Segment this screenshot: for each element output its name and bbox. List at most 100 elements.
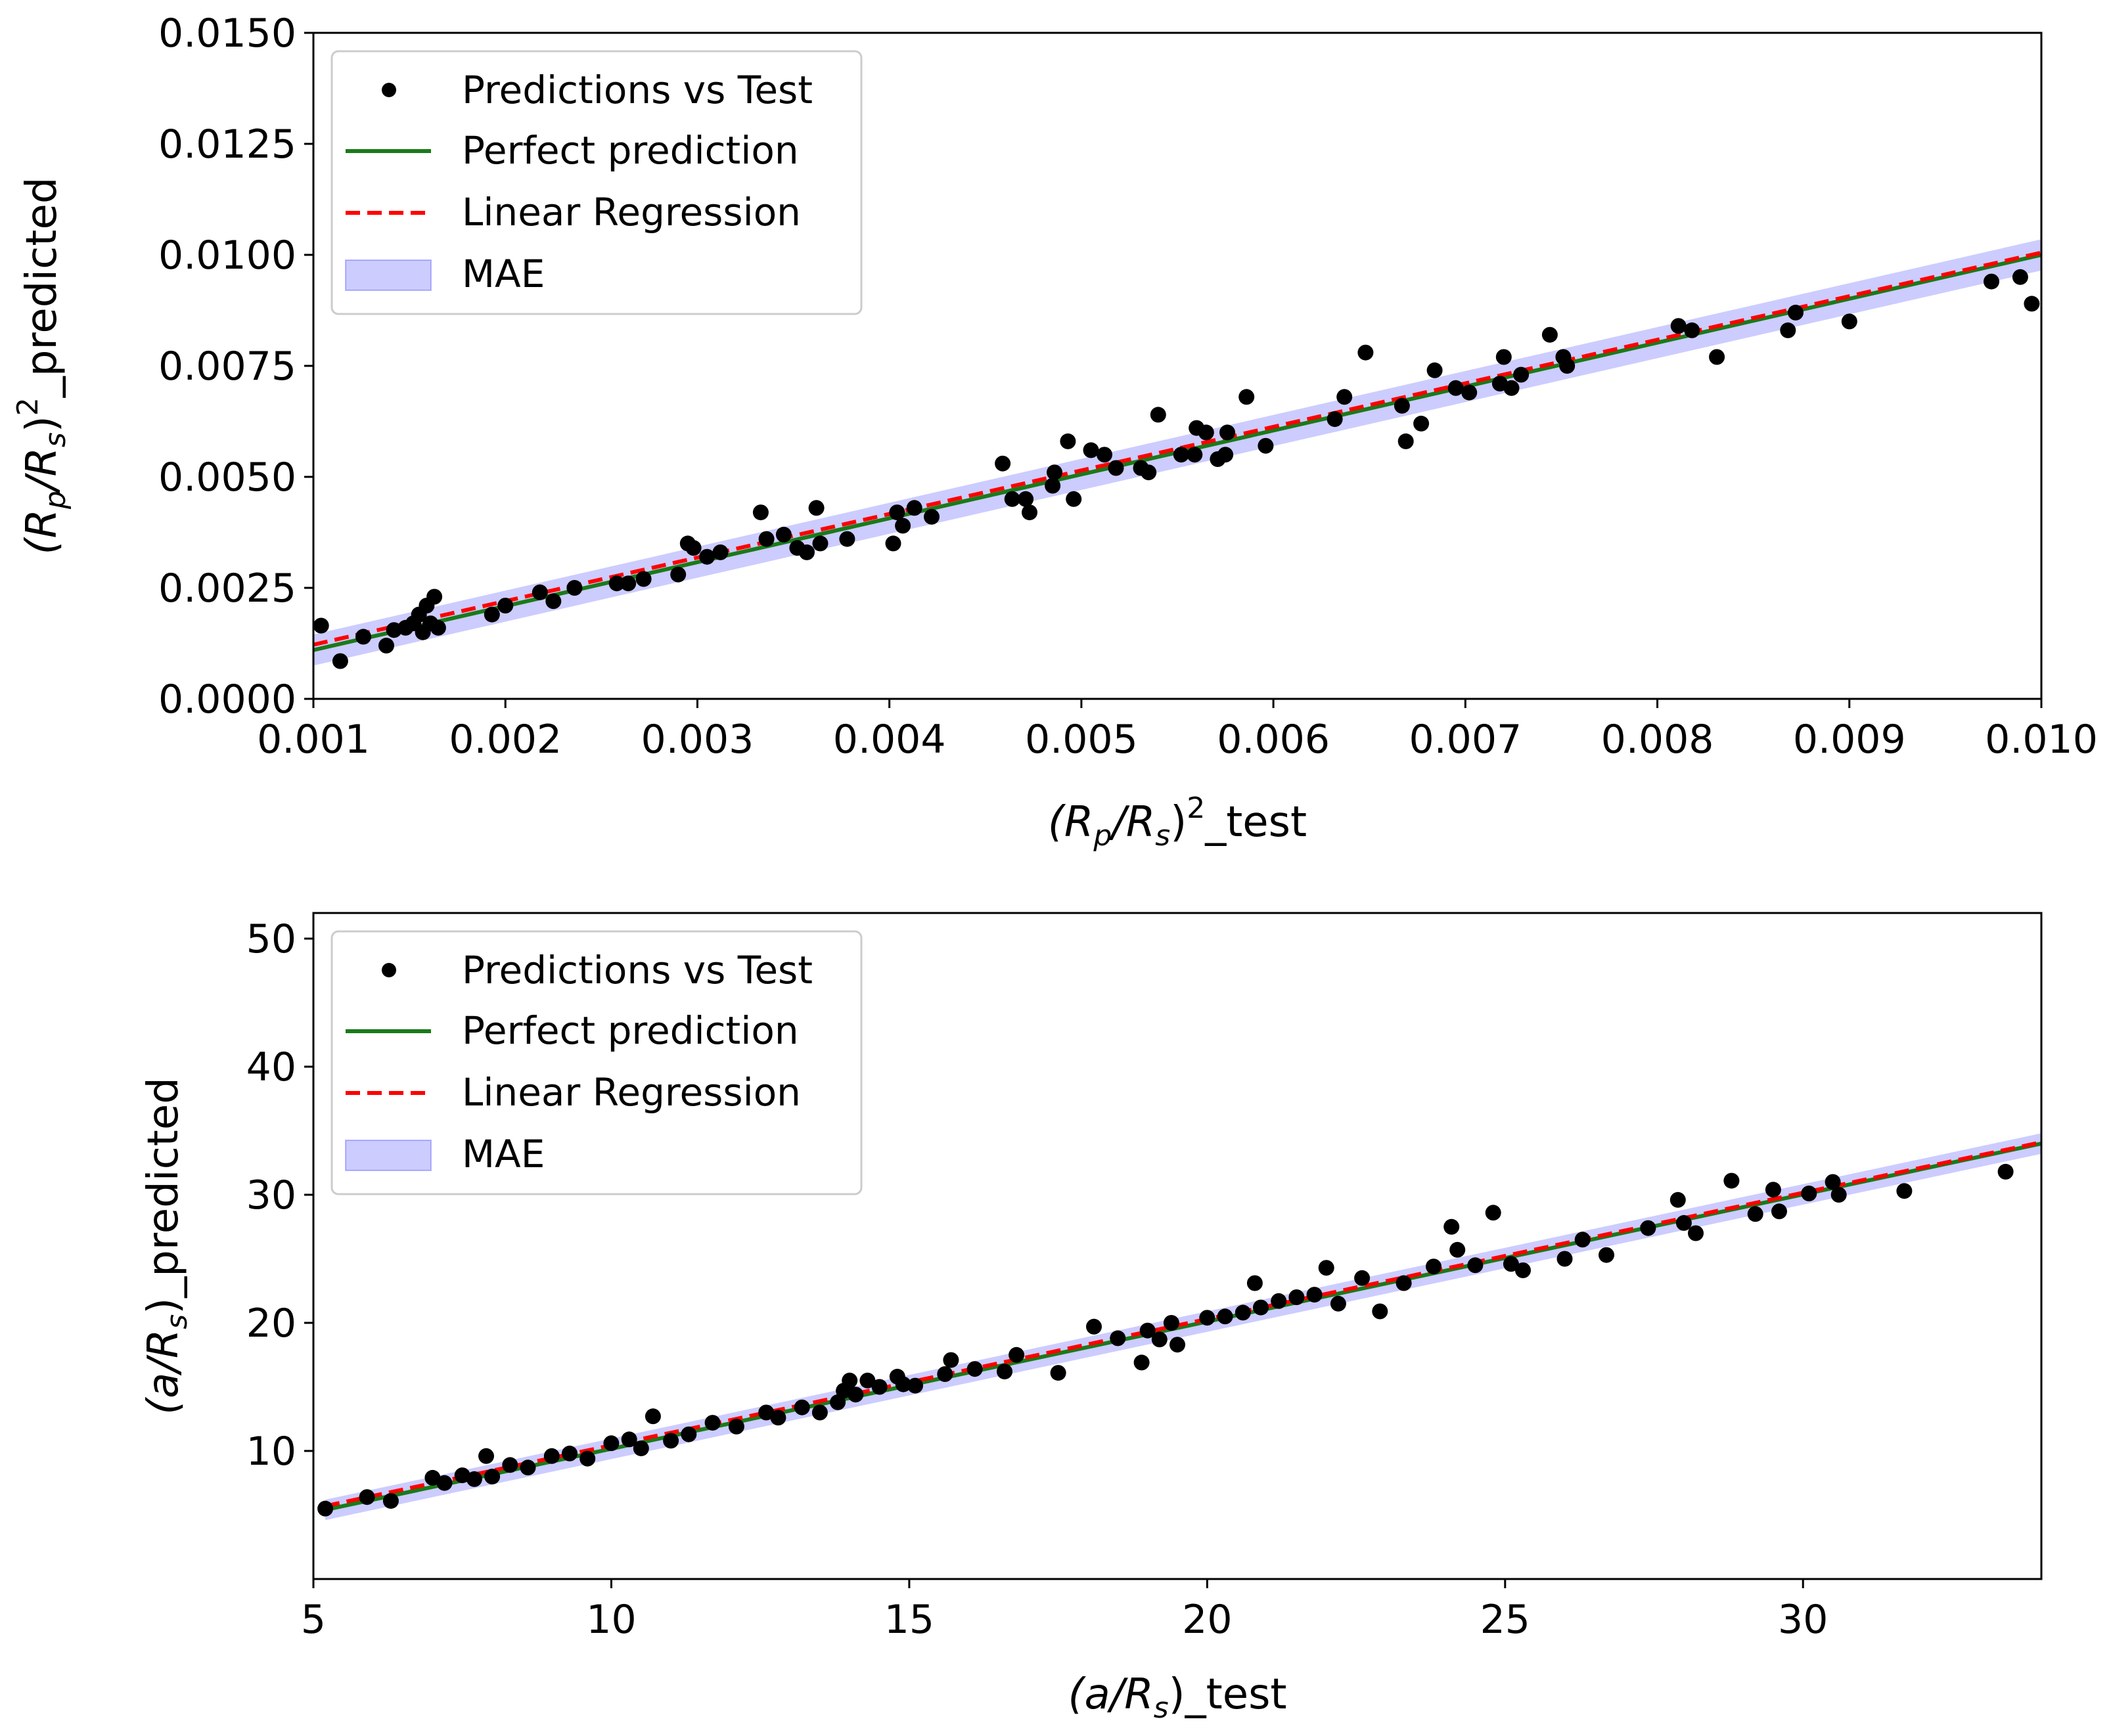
bottom-data-point-78 xyxy=(1771,1203,1787,1220)
top-data-point-17 xyxy=(566,580,583,596)
top-data-point-61 xyxy=(1258,437,1274,454)
top-data-point-56 xyxy=(1198,424,1214,441)
bottom-data-point-45 xyxy=(1151,1331,1168,1348)
bottom-data-point-70 xyxy=(1599,1247,1614,1263)
bottom-data-point-3 xyxy=(424,1469,441,1486)
bottom-data-point-58 xyxy=(1354,1270,1371,1286)
top-data-point-86 xyxy=(2024,296,2040,312)
top-x-ticks: 0.001 0.002 0.003 0.004 0.005 0.006 0.007 0.008… xyxy=(257,699,2098,763)
top-legend-regression-label: Linear Regression xyxy=(462,190,801,234)
top-data-point-33 xyxy=(839,531,855,547)
bottom-data-point-83 xyxy=(1997,1163,2014,1180)
bottom-data-point-29 xyxy=(848,1387,864,1403)
bottom-data-point-76 xyxy=(1747,1206,1763,1222)
bottom-data-point-60 xyxy=(1396,1275,1412,1291)
bottom-data-point-37 xyxy=(966,1361,983,1377)
top-data-point-43 xyxy=(1045,478,1061,494)
bottom-y-tick-label: 40 xyxy=(246,1044,296,1090)
top-data-point-46 xyxy=(1066,491,1082,507)
bottom-data-point-31 xyxy=(871,1379,888,1395)
top-x-tick-label: 0.010 xyxy=(1985,717,2098,763)
bottom-y-tick-label: 50 xyxy=(246,916,296,962)
bottom-data-point-42 xyxy=(1110,1330,1126,1347)
bottom-data-point-64 xyxy=(1467,1257,1484,1274)
top-data-point-59 xyxy=(1219,424,1235,441)
top-legend-perfect-label: Perfect prediction xyxy=(462,128,799,173)
bottom-legend-box xyxy=(330,930,863,1195)
bottom-data-point-21 xyxy=(728,1418,744,1435)
top-data-point-63 xyxy=(1336,389,1353,405)
top-data-point-24 xyxy=(699,548,715,565)
top-data-point-79 xyxy=(1684,322,1700,338)
top-legend: Predictions vs Test Perfect prediction L… xyxy=(330,50,863,315)
top-data-point-30 xyxy=(799,544,815,560)
top-data-point-69 xyxy=(1447,380,1464,396)
bottom-data-point-6 xyxy=(466,1471,482,1487)
bottom-legend: Predictions vs Test Perfect prediction L… xyxy=(330,930,863,1195)
bottom-data-point-8 xyxy=(484,1469,501,1484)
bottom-data-point-24 xyxy=(794,1399,810,1415)
top-data-point-70 xyxy=(1461,384,1478,401)
top-x-tick-label: 0.004 xyxy=(833,717,946,763)
top-data-point-18 xyxy=(608,575,625,592)
top-data-point-62 xyxy=(1327,411,1343,428)
bottom-legend-perfect-label: Perfect prediction xyxy=(462,1008,799,1053)
top-data-point-34 xyxy=(885,535,901,552)
bottom-chart: 5 10 15 20 25 30 10 20 30 40 50 (a/Rs)_test (a/Rs… xyxy=(139,912,2043,1725)
top-data-point-16 xyxy=(545,593,562,610)
top-data-point-60 xyxy=(1238,389,1255,405)
top-legend-mae-label: MAE xyxy=(462,252,545,296)
top-data-point-52 xyxy=(1150,407,1166,423)
top-y-axis-label: (Rp/Rs)2_predicted xyxy=(11,177,72,555)
bottom-legend-predictions-label: Predictions vs Test xyxy=(462,948,813,992)
bottom-data-point-12 xyxy=(562,1445,578,1461)
bottom-data-point-47 xyxy=(1169,1337,1185,1353)
bottom-data-point-79 xyxy=(1801,1186,1817,1201)
bottom-x-tick-label: 5 xyxy=(301,1597,326,1643)
top-data-point-39 xyxy=(995,455,1011,472)
top-data-point-40 xyxy=(1004,491,1020,507)
top-data-point-49 xyxy=(1108,460,1124,476)
top-data-point-25 xyxy=(712,544,729,560)
bottom-legend-mae-label: MAE xyxy=(462,1132,545,1176)
top-y-tick-label: 0.0125 xyxy=(158,122,296,167)
top-legend-box xyxy=(330,50,863,315)
bottom-data-point-50 xyxy=(1235,1304,1251,1321)
top-x-tick-label: 0.002 xyxy=(449,717,562,763)
bottom-data-point-23 xyxy=(770,1410,786,1426)
top-data-point-66 xyxy=(1397,433,1414,449)
bottom-data-point-17 xyxy=(645,1408,661,1425)
bottom-legend-mae-swatch xyxy=(345,1140,432,1171)
bottom-data-point-59 xyxy=(1372,1303,1388,1320)
top-data-point-3 xyxy=(378,637,394,654)
bottom-x-tick-label: 10 xyxy=(586,1597,636,1643)
bottom-data-point-65 xyxy=(1485,1205,1501,1221)
top-data-point-27 xyxy=(758,531,775,547)
top-data-point-20 xyxy=(635,571,652,587)
top-data-point-42 xyxy=(1022,504,1037,521)
bottom-y-ticks: 10 20 30 40 50 xyxy=(246,916,313,1475)
bottom-data-point-68 xyxy=(1556,1251,1573,1267)
bottom-chart-frame xyxy=(312,912,2043,1580)
bottom-data-point-80 xyxy=(1825,1174,1841,1190)
top-data-point-81 xyxy=(1780,322,1796,338)
bottom-data-point-25 xyxy=(811,1404,828,1421)
top-data-point-23 xyxy=(685,540,702,556)
top-data-point-38 xyxy=(924,508,940,525)
bottom-chart-plot-area xyxy=(317,1133,2041,1521)
top-data-point-74 xyxy=(1513,367,1530,383)
bottom-data-point-66 xyxy=(1503,1256,1519,1272)
top-data-point-47 xyxy=(1083,442,1099,458)
top-x-tick-label: 0.005 xyxy=(1025,717,1138,763)
bottom-y-axis-label: (a/Rs)_predicted xyxy=(139,1077,194,1415)
top-data-point-36 xyxy=(895,518,911,534)
bottom-data-point-0 xyxy=(317,1500,334,1517)
bottom-data-point-52 xyxy=(1253,1299,1269,1316)
top-data-point-41 xyxy=(1018,491,1034,507)
top-data-point-12 xyxy=(430,619,446,636)
bottom-x-axis-label: (a/Rs)_test xyxy=(1068,1670,1286,1725)
bottom-data-point-77 xyxy=(1765,1182,1781,1198)
bottom-data-point-46 xyxy=(1163,1315,1179,1331)
bottom-data-point-61 xyxy=(1426,1258,1441,1275)
